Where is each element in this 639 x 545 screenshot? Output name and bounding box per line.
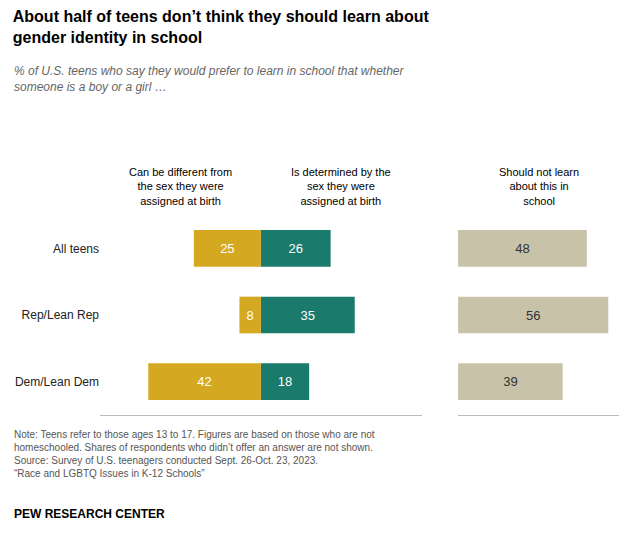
svg-text:% of U.S. teens who say they w: % of U.S. teens who say they would prefe… — [14, 64, 405, 94]
svg-text:26: 26 — [289, 241, 303, 256]
svg-text:Is determined by thesex they w: Is determined by thesex they wereassigne… — [291, 166, 391, 207]
svg-text:56: 56 — [526, 308, 540, 323]
svg-text:About half of teens don’t thin: About half of teens don’t think they sho… — [13, 8, 430, 46]
svg-text:Rep/Lean Rep: Rep/Lean Rep — [22, 308, 100, 322]
svg-text:39: 39 — [503, 374, 517, 389]
svg-text:PEW RESEARCH CENTER: PEW RESEARCH CENTER — [14, 507, 165, 521]
svg-text:25: 25 — [220, 241, 234, 256]
svg-text:Note: Teens refer to those age: Note: Teens refer to those ages 13 to 17… — [14, 429, 375, 479]
svg-text:48: 48 — [515, 241, 529, 256]
svg-text:42: 42 — [197, 374, 211, 389]
svg-text:18: 18 — [278, 374, 292, 389]
svg-text:35: 35 — [301, 308, 315, 323]
svg-text:Dem/Lean Dem: Dem/Lean Dem — [15, 375, 99, 389]
svg-text:8: 8 — [247, 308, 254, 323]
svg-text:Can be different fromthe sex t: Can be different fromthe sex they wereas… — [129, 166, 232, 207]
svg-text:Should not learnabout this ins: Should not learnabout this inschool — [499, 166, 579, 207]
svg-text:All teens: All teens — [53, 242, 99, 256]
